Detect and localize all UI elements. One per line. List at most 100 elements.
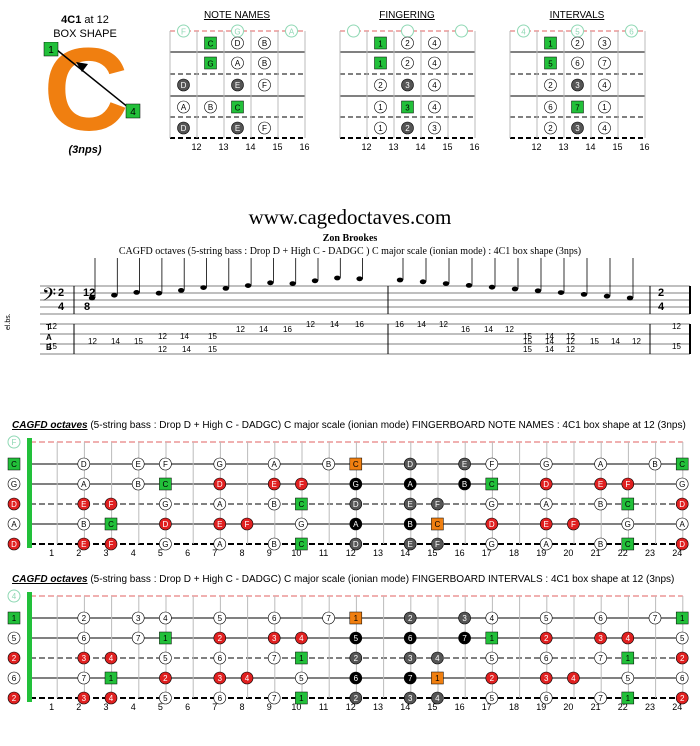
board-note-text: 4 bbox=[109, 654, 114, 663]
board-fret-number: 22 bbox=[618, 548, 628, 558]
board-note-text: D bbox=[81, 460, 87, 469]
board-note-text: 1 bbox=[163, 634, 168, 643]
board-note-circle bbox=[77, 651, 91, 665]
board-note-circle bbox=[213, 631, 227, 645]
board-note-circle bbox=[539, 631, 553, 645]
board-note-text: D bbox=[217, 480, 223, 489]
tab-num: 14 bbox=[330, 320, 339, 329]
board-note-square bbox=[159, 631, 172, 645]
board-fret-number: 8 bbox=[239, 548, 244, 558]
tab-num: 12 bbox=[236, 325, 245, 334]
board-note-circle bbox=[213, 651, 227, 665]
panel-note-circle bbox=[544, 100, 557, 114]
board-note-text: 1 bbox=[626, 654, 631, 663]
panel-note-circle bbox=[374, 78, 387, 92]
board-note-circle bbox=[403, 517, 417, 531]
full-board-2-title: CAGFD octaves (5-string bass : Drop D + … bbox=[12, 574, 700, 585]
tab-num: 12 bbox=[158, 332, 167, 341]
panel-open-circle bbox=[177, 24, 190, 38]
board-note-circle bbox=[77, 517, 91, 531]
board-note-text: 6 bbox=[354, 674, 359, 683]
tab-num: 15 bbox=[48, 342, 57, 351]
board-note-text: 5 bbox=[490, 654, 495, 663]
panel-open-text: G bbox=[234, 28, 240, 37]
board-fret-number: 6 bbox=[185, 548, 190, 558]
board-note-circle bbox=[240, 517, 254, 531]
board-note-text: 5 bbox=[680, 634, 685, 643]
board-note-text: A bbox=[408, 480, 414, 489]
note-head bbox=[244, 283, 252, 288]
board-note-circle bbox=[539, 671, 553, 685]
board-note-circle bbox=[539, 611, 553, 625]
board-note-text: C bbox=[625, 500, 631, 509]
panel-note-text: 4 bbox=[432, 81, 437, 90]
panel-note-text: 1 bbox=[378, 103, 383, 112]
board-note-circle bbox=[403, 631, 417, 645]
board-note-text: A bbox=[272, 460, 278, 469]
panel-note-circle bbox=[571, 36, 584, 50]
board-note-text: 5 bbox=[218, 614, 223, 623]
panel-note-text: 3 bbox=[575, 124, 580, 133]
tab-num: 15 bbox=[208, 345, 217, 354]
board-note-circle bbox=[403, 497, 417, 511]
board-note-text: 6 bbox=[272, 614, 277, 623]
board-note-text: A bbox=[81, 480, 87, 489]
board-note-circle bbox=[621, 671, 635, 685]
panel-fret-number: 15 bbox=[272, 142, 282, 152]
panel-note-square bbox=[544, 36, 557, 50]
board-note-circle bbox=[131, 477, 145, 491]
board-fret-number: 12 bbox=[346, 702, 356, 712]
panel-open-circle bbox=[347, 24, 360, 38]
board-fret-number: 7 bbox=[212, 548, 217, 558]
board-note-text: 4 bbox=[435, 654, 440, 663]
note-head bbox=[488, 284, 496, 290]
board-fret-number: 1 bbox=[49, 702, 54, 712]
board-fret-number: 9 bbox=[267, 702, 272, 712]
board-note-circle bbox=[213, 497, 227, 511]
tab-num: 12 bbox=[566, 337, 575, 346]
board-fret-number: 19 bbox=[536, 548, 546, 558]
board-note-text: C bbox=[625, 540, 631, 549]
board-note-text: G bbox=[217, 460, 223, 469]
board-note-circle bbox=[621, 477, 635, 491]
board-note-circle bbox=[267, 457, 281, 471]
board-note-circle bbox=[675, 477, 689, 491]
board-note-circle bbox=[567, 517, 580, 531]
board-note-square bbox=[431, 517, 444, 531]
panel-open-circle bbox=[401, 24, 414, 38]
board-note-text: B bbox=[598, 500, 603, 509]
board-note-text: F bbox=[245, 520, 250, 529]
board-open-text: 2 bbox=[12, 694, 17, 703]
board-note-text: 3 bbox=[408, 694, 413, 703]
board-note-square bbox=[485, 631, 499, 645]
board-open-square bbox=[7, 611, 21, 625]
note-head bbox=[222, 286, 229, 291]
panel-note-text: 7 bbox=[575, 104, 580, 113]
panel-note-circle bbox=[401, 56, 414, 70]
panel-note-text: E bbox=[235, 124, 240, 133]
panel-note-circle bbox=[598, 121, 611, 135]
board-note-text: F bbox=[435, 500, 440, 509]
panel-note-circle bbox=[428, 121, 441, 135]
board-note-circle bbox=[675, 517, 689, 531]
panel-note-circle bbox=[231, 36, 244, 50]
board-note-text: 3 bbox=[218, 674, 223, 683]
board-note-text: D bbox=[679, 500, 685, 509]
box-subtitle: BOX SHAPE bbox=[53, 28, 117, 40]
board-note-circle bbox=[403, 477, 417, 491]
full-board-2-title-rest: (5-string bass : Drop D + High C - DADGC… bbox=[87, 574, 675, 585]
panel-note-text: 2 bbox=[378, 81, 383, 90]
board-note-text: D bbox=[353, 540, 359, 549]
board-note-circle bbox=[485, 691, 499, 705]
board-open-text: G bbox=[11, 480, 17, 489]
panel-note-circle bbox=[258, 56, 271, 70]
board-open-text: C bbox=[11, 460, 17, 469]
board-note-circle bbox=[267, 537, 281, 551]
board-note-circle bbox=[104, 691, 118, 705]
panel-note-circle bbox=[231, 78, 244, 92]
board-note-circle bbox=[159, 537, 172, 551]
board-fret-number: 13 bbox=[373, 548, 383, 558]
board-note-circle bbox=[403, 537, 417, 551]
board-note-circle bbox=[567, 671, 580, 685]
board-note-text: F bbox=[109, 500, 114, 509]
